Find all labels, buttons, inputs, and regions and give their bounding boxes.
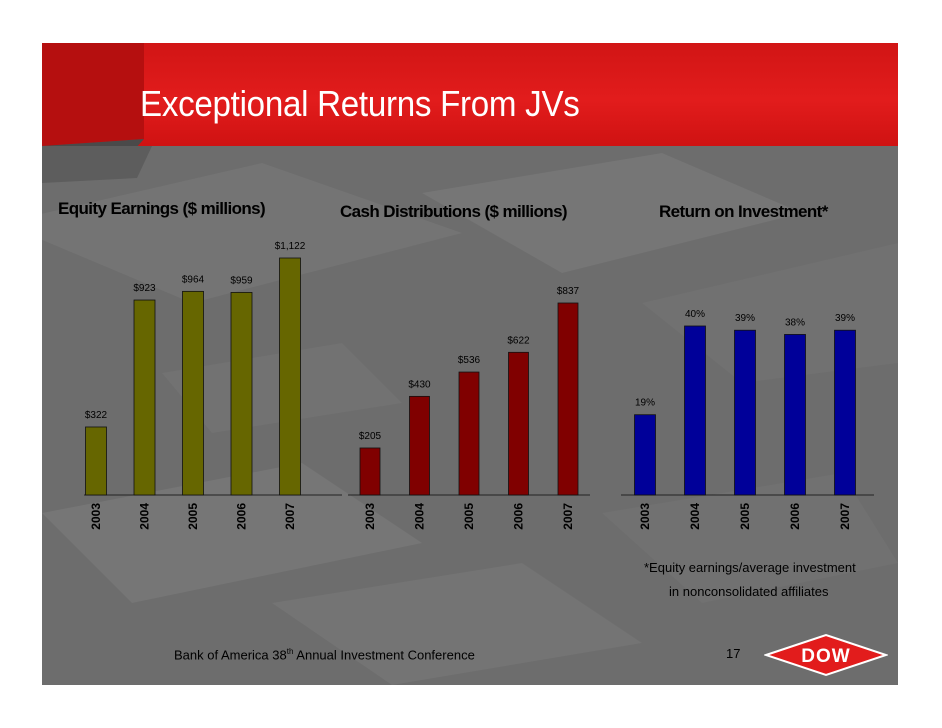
tick-label-roi-2004: 2004 bbox=[688, 503, 702, 530]
page-number: 17 bbox=[726, 646, 741, 661]
footnote-line-2: in nonconsolidated affiliates bbox=[669, 584, 829, 599]
tick-label-roi-2006: 2006 bbox=[788, 503, 802, 530]
bar-cash-2003 bbox=[359, 447, 381, 496]
footer-sup: th bbox=[286, 647, 294, 656]
data-label-equity-2003: $322 bbox=[85, 410, 108, 421]
data-label-cash-2007: $837 bbox=[557, 286, 580, 297]
data-label-roi-2003: 19% bbox=[635, 398, 655, 409]
bar-roi-2003 bbox=[634, 414, 656, 496]
bar-cash-2004 bbox=[409, 395, 430, 496]
tick-label-roi-2005: 2005 bbox=[738, 503, 752, 530]
chart-title-roi: Return on Investment* bbox=[659, 202, 828, 221]
tick-label-cash-2006: 2006 bbox=[512, 503, 526, 530]
data-label-cash-2004: $430 bbox=[408, 379, 431, 390]
tick-label-equity-2003: 2003 bbox=[89, 503, 103, 530]
bar-cash-2007 bbox=[557, 302, 579, 496]
tick-label-equity-2006: 2006 bbox=[235, 503, 249, 530]
tick-label-cash-2005: 2005 bbox=[462, 503, 476, 530]
title-band: Exceptional Returns From JVs bbox=[42, 43, 898, 146]
dow-logo: DOW bbox=[764, 633, 888, 677]
data-label-roi-2006: 38% bbox=[785, 317, 805, 328]
tick-label-roi-2003: 2003 bbox=[638, 503, 652, 530]
bar-equity-2005 bbox=[182, 290, 204, 496]
tick-label-equity-2005: 2005 bbox=[186, 503, 200, 530]
slide: Exceptional Returns From JVs Equity Earn… bbox=[42, 43, 898, 685]
bar-equity-2006 bbox=[230, 292, 253, 496]
tick-label-roi-2007: 2007 bbox=[838, 503, 852, 530]
data-label-cash-2006: $622 bbox=[507, 335, 530, 346]
footer-prefix: Bank of America 38 bbox=[174, 647, 287, 663]
bar-roi-2004 bbox=[684, 325, 706, 496]
tick-label-cash-2007: 2007 bbox=[561, 503, 575, 530]
title-corner-accent bbox=[42, 43, 144, 146]
data-label-equity-2005: $964 bbox=[182, 274, 205, 285]
data-label-roi-2005: 39% bbox=[735, 313, 755, 324]
bar-cash-2006 bbox=[508, 351, 529, 496]
bar-equity-2007 bbox=[279, 257, 301, 496]
data-label-roi-2004: 40% bbox=[685, 309, 705, 320]
tick-label-cash-2004: 2004 bbox=[413, 503, 427, 530]
data-label-cash-2005: $536 bbox=[458, 355, 481, 366]
data-label-equity-2004: $923 bbox=[133, 283, 156, 294]
footnote-line-1: *Equity earnings/average investment bbox=[644, 560, 856, 575]
bar-roi-2005 bbox=[734, 329, 756, 496]
data-label-equity-2007: $1,122 bbox=[275, 241, 306, 252]
tick-label-equity-2007: 2007 bbox=[283, 503, 297, 530]
chart-title-cash: Cash Distributions ($ millions) bbox=[340, 202, 568, 221]
slide-title: Exceptional Returns From JVs bbox=[140, 83, 580, 124]
bar-roi-2007 bbox=[834, 329, 856, 496]
footer-conference: Bank of America 38th Annual Investment C… bbox=[174, 647, 475, 662]
footer-suffix: Annual Investment Conference bbox=[293, 647, 475, 663]
svg-text:DOW: DOW bbox=[801, 646, 850, 667]
data-label-roi-2007: 39% bbox=[835, 313, 855, 324]
data-label-equity-2006: $959 bbox=[230, 275, 253, 286]
bar-cash-2005 bbox=[458, 371, 480, 496]
tick-label-cash-2003: 2003 bbox=[363, 503, 377, 530]
data-label-cash-2003: $205 bbox=[359, 431, 382, 442]
charts-area: $322 2003 $923 2004 $964 2005 $959 2006 $1,122 20… bbox=[84, 241, 874, 530]
bar-equity-2004 bbox=[133, 299, 156, 496]
tick-label-equity-2004: 2004 bbox=[138, 503, 152, 530]
chart-title-equity: Equity Earnings ($ millions) bbox=[58, 199, 266, 218]
bar-equity-2003 bbox=[85, 426, 107, 496]
bar-roi-2006 bbox=[784, 334, 806, 496]
